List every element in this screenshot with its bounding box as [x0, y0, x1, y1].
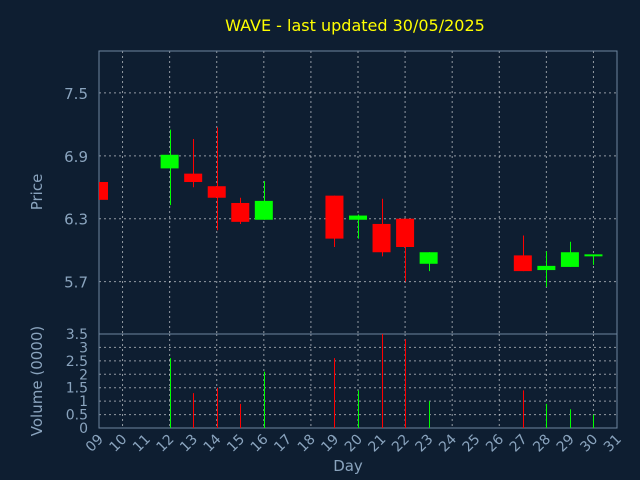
candle-body [396, 218, 415, 248]
x-tick-label: 27 [507, 432, 531, 456]
x-tick-label: 20 [342, 432, 366, 456]
candle-body [419, 252, 438, 264]
candle-body [349, 215, 367, 220]
x-tick-label: 22 [389, 432, 413, 456]
x-tick-label: 13 [177, 432, 201, 456]
price-tick-label: 7.5 [64, 85, 88, 103]
x-tick-label: 17 [271, 432, 295, 456]
candle-day-12 [160, 129, 179, 206]
candle-day-21 [372, 198, 391, 257]
x-tick-label: 19 [318, 432, 342, 456]
x-tick-label: 25 [460, 432, 484, 456]
volume-axis-label: Volume (0000) [28, 326, 46, 436]
volume-tick-label: 2.5 [66, 354, 88, 370]
x-tick-label: 18 [295, 432, 319, 456]
candle-body [537, 265, 556, 271]
volume-tick-label: 1.5 [66, 381, 88, 397]
volume-axis-ticks: 3.532.521.510.50 [66, 327, 88, 437]
candle-day-28 [537, 251, 556, 287]
x-tick-label: 26 [483, 431, 507, 455]
candle-day-16 [254, 180, 273, 220]
price-candles [99, 127, 603, 287]
volume-grid [99, 334, 617, 428]
volume-bars [170, 334, 594, 428]
x-axis-ticks: 09 10 11 12 13 14 15 16 17 18 19 20 21 22 23 24 25 26 27 28… [83, 431, 625, 455]
candle-day-29 [560, 241, 579, 267]
candle-day-23 [419, 252, 438, 272]
candle-day-15 [231, 197, 250, 224]
candle-day-22 [396, 218, 415, 282]
candle-body [99, 182, 108, 200]
x-tick-label: 29 [554, 432, 578, 456]
candle-day-13 [184, 139, 203, 188]
price-tick-label: 5.7 [64, 274, 88, 292]
x-tick-label: 12 [154, 432, 178, 456]
x-tick-label: 21 [365, 432, 389, 456]
candle-body [560, 252, 579, 267]
candle-day-27 [513, 235, 532, 272]
x-tick-label: 11 [130, 432, 154, 456]
x-tick-label: 14 [201, 431, 225, 455]
volume-tick-label: 0.5 [66, 408, 88, 424]
candle-body [325, 195, 344, 239]
candle-body [184, 173, 203, 183]
volume-tick-label: 2 [79, 367, 88, 383]
candle-body [160, 154, 179, 169]
x-axis-label: Day [333, 457, 363, 475]
candle-body [513, 255, 532, 272]
x-tick-label: 23 [413, 432, 437, 456]
price-tick-label: 6.3 [64, 211, 88, 229]
x-tick-label: 24 [436, 431, 460, 455]
candle-day-19 [325, 195, 344, 248]
price-grid [99, 51, 617, 334]
candle-body [254, 200, 273, 220]
x-tick-label: 10 [106, 432, 130, 456]
x-tick-label: 30 [577, 432, 601, 456]
candle-body [231, 202, 250, 222]
volume-tick-label: 3 [79, 340, 88, 356]
volume-tick-label: 3.5 [66, 327, 88, 343]
candle-body [372, 223, 391, 253]
x-tick-label: 15 [224, 432, 248, 456]
price-axis-ticks: 7.5 6.9 6.3 5.7 [64, 85, 88, 292]
candle-body [584, 254, 603, 257]
candle-day-9 [99, 182, 108, 200]
chart-title: WAVE - last updated 30/05/2025 [225, 16, 485, 35]
candle-body [207, 186, 226, 198]
x-tick-label: 28 [530, 432, 554, 456]
candle-day-30 [584, 254, 603, 265]
volume-tick-label: 0 [79, 421, 88, 437]
price-tick-label: 6.9 [64, 148, 88, 166]
candle-day-14 [207, 127, 226, 231]
x-tick-label: 31 [601, 432, 625, 456]
x-tick-label: 16 [248, 431, 272, 455]
volume-tick-label: 1 [79, 394, 88, 410]
candle-day-20 [349, 214, 367, 239]
price-axis-label: Price [28, 174, 46, 211]
